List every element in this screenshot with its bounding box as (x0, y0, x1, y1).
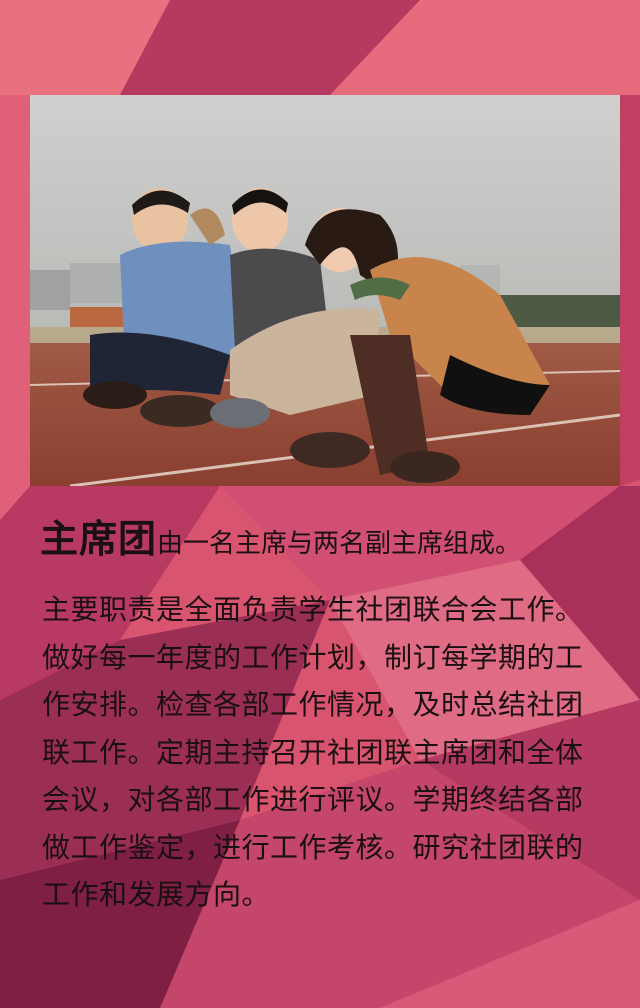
group-photo (30, 95, 620, 486)
description-line: 工作和发展方向。 (42, 878, 271, 911)
description-line: 做工作鉴定，进行工作考核。研究社团联的 (42, 830, 584, 864)
description-line: 主要职责是全面负责学生社团联合会工作。 (42, 593, 584, 626)
description-paragraph: 主要职责是全面负责学生社团联合会工作。 做好每一年度的工作计划，制订每学期的工 … (42, 586, 634, 919)
description-line: 会议，对各部工作进行评议。学期终结各部 (42, 783, 584, 816)
heading-title: 主席团 (40, 517, 158, 561)
heading-rest: 由一名主席与两名副主席组成。 (157, 529, 522, 559)
description-line: 做好每一年度的工作计划，制订每学期的工 (42, 640, 584, 674)
section-heading: 主席团由一名主席与两名副主席组成。 (40, 508, 630, 563)
description-line: 作安排。检查各部工作情况，及时总结社团 (42, 688, 584, 721)
description-line: 联工作。定期主持召开社团联主席团和全体 (42, 735, 584, 769)
